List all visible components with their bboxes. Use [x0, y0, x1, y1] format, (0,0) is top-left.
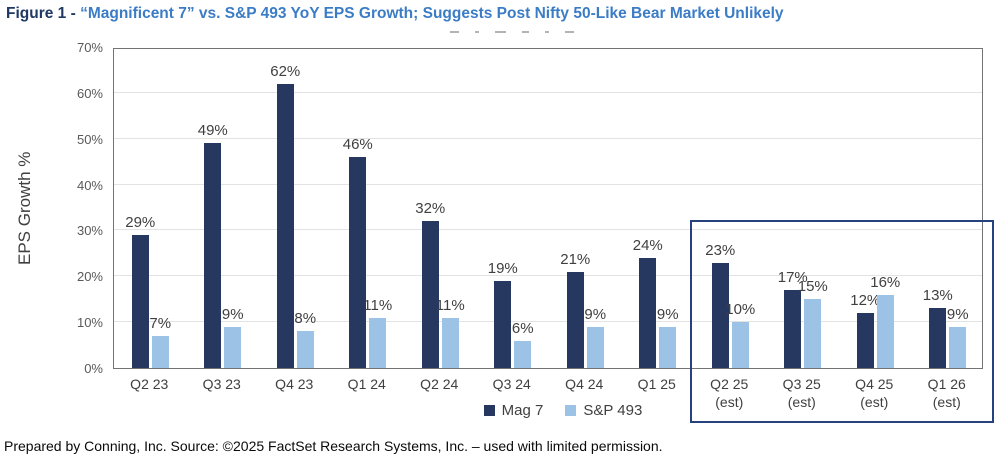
bar-value-label: 8%	[294, 310, 317, 328]
bar-sp493	[151, 335, 169, 368]
bar-sp493	[731, 322, 749, 368]
bar-mag7	[494, 280, 512, 368]
x-axis-label: Q3 23	[202, 376, 241, 392]
bar-sp493	[369, 317, 387, 368]
bar-mag7	[349, 157, 367, 368]
x-axis-label: Q1 24	[347, 376, 386, 392]
figure-number-label: Figure 1 -	[6, 5, 81, 22]
y-axis-tick: 10%	[76, 315, 103, 331]
figure-title-text: “Magnificent 7” vs. S&P 493 YoY EPS Grow…	[80, 5, 784, 22]
gridline	[114, 183, 982, 185]
bar-sp493	[514, 340, 532, 368]
bar-mag7	[131, 235, 149, 368]
x-axis-label: Q3 24	[492, 376, 531, 392]
bar-sp493	[586, 326, 604, 368]
legend-swatch-mag7	[483, 405, 495, 416]
y-axis-tick: 20%	[76, 269, 103, 285]
bar-sp493	[441, 317, 459, 368]
bar-value-label: 46%	[342, 136, 373, 154]
bar-mag7	[421, 221, 439, 368]
x-axis-label: Q2 23	[130, 376, 169, 392]
bar-sp493	[949, 326, 967, 368]
bar-value-label: 15%	[797, 278, 828, 296]
bar-value-label: 6%	[511, 319, 534, 337]
y-axis-title: EPS Growth %	[15, 151, 34, 266]
bar-mag7	[276, 83, 294, 368]
x-axis-label: Q4 23	[275, 376, 314, 392]
figure-title: Figure 1 - “Magnificent 7” vs. S&P 493 Y…	[6, 5, 784, 23]
bar-value-label: 24%	[632, 236, 663, 254]
y-axis-tick: 70%	[76, 40, 103, 55]
bar-mag7	[711, 262, 729, 368]
gridline	[114, 91, 982, 93]
y-axis-tick: 40%	[76, 177, 103, 193]
y-axis-tick: 50%	[76, 131, 103, 147]
bar-value-label: 13%	[922, 287, 953, 305]
x-axis-label: Q4 25 (est)	[855, 376, 894, 410]
plot-area: 29% 7% 49% 9% 62% 8% 46% 11% 32% 11% 19% 6% 21% 9% 24%…	[113, 48, 983, 369]
y-axis-tick: 30%	[76, 223, 103, 239]
gridline	[114, 275, 982, 277]
x-axis-label: Q1 25	[637, 376, 676, 392]
x-axis-label: Q3 25 (est)	[782, 376, 821, 410]
bar-value-label: 12%	[850, 291, 881, 309]
bar-value-label: 23%	[705, 241, 736, 259]
x-axis-label: Q1 26 (est)	[927, 376, 966, 410]
bar-value-label: 10%	[725, 301, 756, 319]
x-axis-label: Q4 24	[565, 376, 604, 392]
x-axis-label: Q2 25 (est)	[710, 376, 749, 410]
legend-label: S&P 493	[583, 402, 643, 419]
bar-value-label: 19%	[487, 259, 518, 277]
bar-value-label: 7%	[149, 314, 172, 332]
bar-value-label: 29%	[125, 214, 156, 232]
bar-mag7	[204, 143, 222, 368]
bar-sp493	[296, 331, 314, 368]
bar-value-label: 49%	[197, 122, 228, 140]
bar-value-label: 9%	[221, 305, 244, 323]
legend-swatch-sp493	[565, 405, 577, 416]
bar-mag7	[784, 290, 802, 368]
bar-sp493	[804, 299, 822, 368]
source-attribution: Prepared by Conning, Inc. Source: ©2025 …	[4, 438, 663, 454]
bar-sp493	[224, 326, 242, 368]
bar-mag7	[856, 312, 874, 368]
bar-mag7	[929, 308, 947, 368]
bar-sp493	[876, 294, 894, 368]
y-axis-tick: 60%	[76, 85, 103, 101]
legend-label: Mag 7	[501, 402, 544, 419]
cropped-chart-title-remnant	[450, 31, 574, 33]
bar-value-label: 11%	[363, 296, 393, 314]
y-axis-tick: 0%	[84, 361, 103, 376]
bar-value-label: 21%	[560, 250, 591, 268]
chart-legend: Mag 7 S&P 493	[128, 402, 998, 419]
bar-value-label: 9%	[584, 305, 607, 323]
estimates-highlight-box	[690, 220, 994, 423]
gridline	[114, 321, 982, 323]
bar-mag7	[566, 271, 584, 368]
legend-item-mag7: Mag 7	[483, 402, 544, 419]
gridline	[114, 137, 982, 139]
bar-mag7	[639, 257, 657, 368]
bar-sp493	[659, 326, 677, 368]
bar-value-label: 62%	[270, 62, 301, 80]
bar-value-label: 32%	[415, 200, 446, 218]
legend-item-sp493: S&P 493	[565, 402, 642, 419]
x-axis-label: Q2 24	[420, 376, 459, 392]
bar-value-label: 17%	[777, 269, 808, 287]
bar-value-label: 9%	[946, 305, 969, 323]
bar-value-label: 9%	[656, 305, 679, 323]
gridline	[114, 229, 982, 231]
bar-value-label: 11%	[435, 296, 465, 314]
bar-value-label: 16%	[870, 273, 901, 291]
